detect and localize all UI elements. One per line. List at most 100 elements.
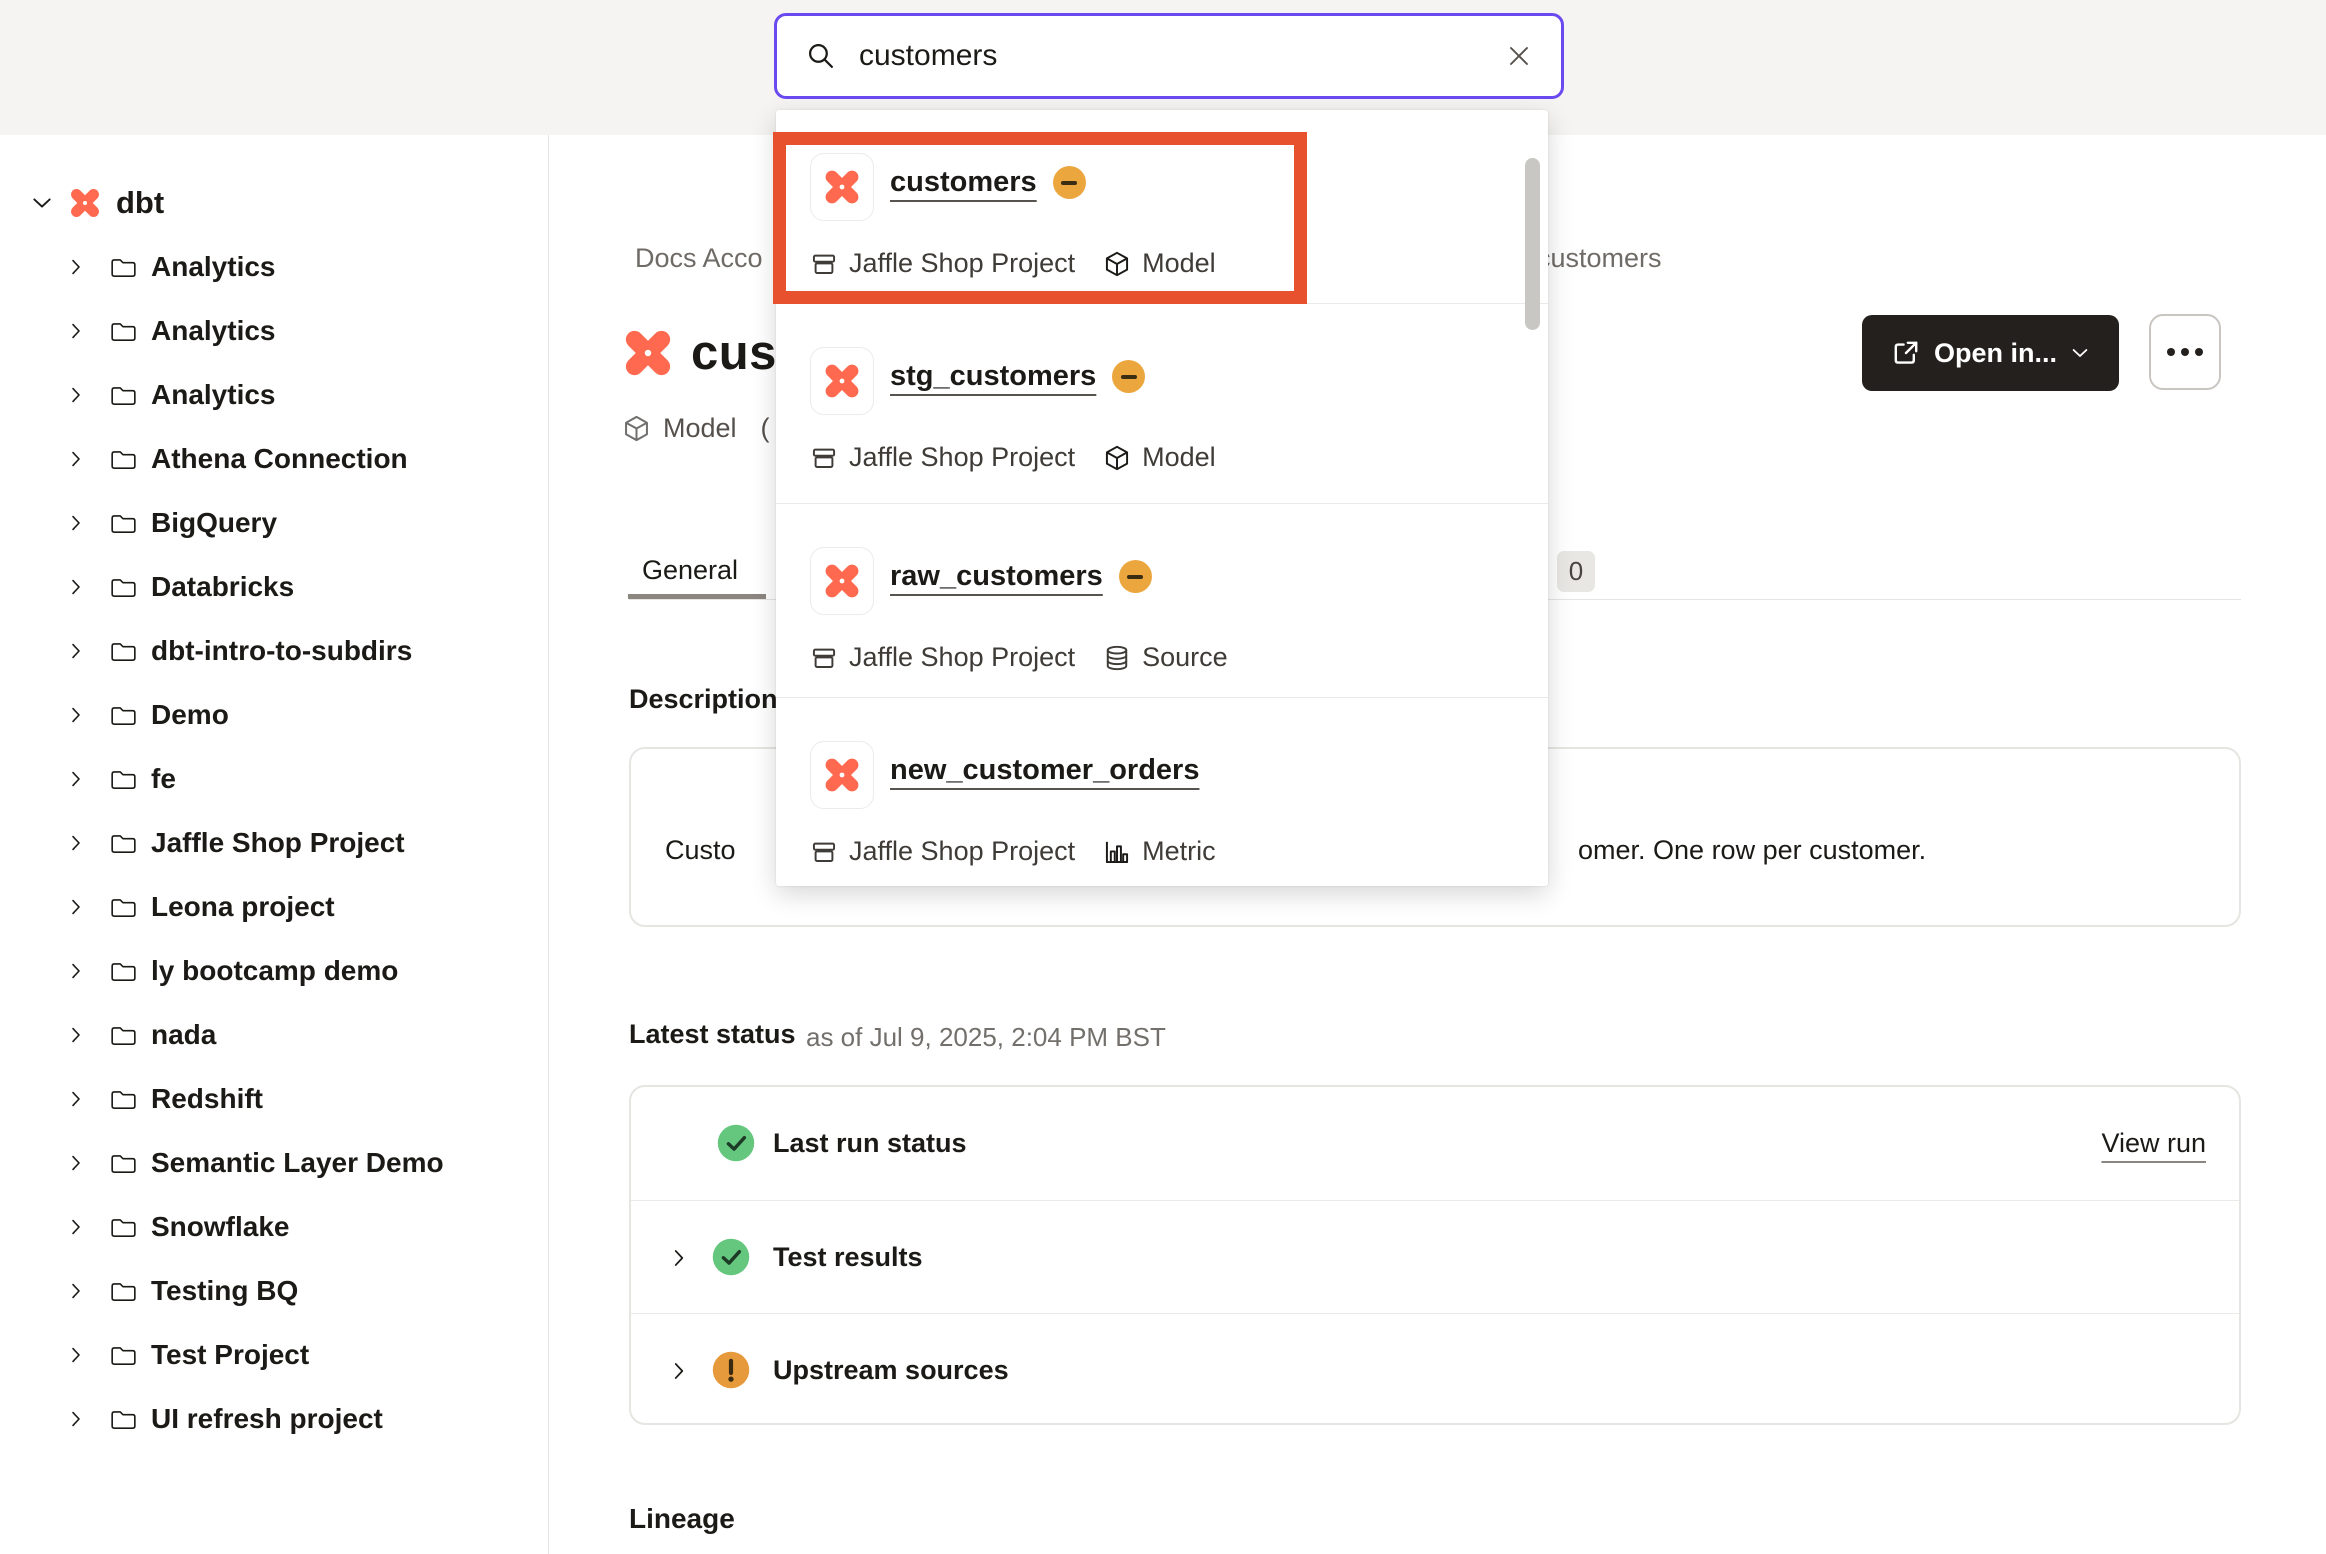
chevron-right-icon[interactable] xyxy=(66,577,90,597)
result-type-label: Metric xyxy=(1142,836,1216,866)
sidebar-item-athena-connection[interactable]: Athena Connection xyxy=(0,427,548,491)
breadcrumb-current: customers xyxy=(1537,243,1662,273)
chevron-right-icon[interactable] xyxy=(66,705,90,725)
upstream-sources-row[interactable]: Upstream sources xyxy=(631,1313,2239,1425)
chevron-down-icon[interactable] xyxy=(30,191,54,215)
sidebar-item-snowflake[interactable]: Snowflake xyxy=(0,1195,548,1259)
search-result-stg-customers[interactable]: stg_customers Jaffle Shop Project Model xyxy=(776,303,1548,503)
dropdown-scrollbar[interactable] xyxy=(1525,158,1540,330)
folder-icon xyxy=(110,1022,137,1049)
description-heading: Description xyxy=(629,684,778,714)
chevron-right-icon[interactable] xyxy=(66,513,90,533)
test-results-label: Test results xyxy=(773,1242,923,1272)
chevron-right-icon[interactable] xyxy=(66,449,90,469)
sidebar-item-ui-refresh-project[interactable]: UI refresh project xyxy=(0,1387,548,1451)
chevron-right-icon[interactable] xyxy=(66,641,90,661)
upstream-sources-label: Upstream sources xyxy=(773,1355,1009,1385)
close-icon[interactable] xyxy=(1503,40,1535,72)
test-results-row[interactable]: Test results xyxy=(631,1200,2239,1313)
chevron-right-icon[interactable] xyxy=(66,385,90,405)
chevron-right-icon[interactable] xyxy=(66,769,90,789)
result-name-link[interactable]: new_customer_orders xyxy=(890,754,1200,786)
project-icon xyxy=(810,644,838,672)
sidebar-item-nada[interactable]: nada xyxy=(0,1003,548,1067)
folder-icon xyxy=(110,510,137,537)
sidebar-item-test-project[interactable]: Test Project xyxy=(0,1323,548,1387)
dbt-model-icon xyxy=(810,741,874,809)
sidebar-item-ly-bootcamp-demo[interactable]: ly bootcamp demo xyxy=(0,939,548,1003)
chevron-right-icon[interactable] xyxy=(66,257,90,277)
folder-icon xyxy=(110,766,137,793)
result-type-label: Source xyxy=(1142,642,1228,672)
health-badge-icon xyxy=(1052,166,1086,199)
more-actions-button[interactable] xyxy=(2149,314,2221,390)
sidebar-item-analytics-3[interactable]: Analytics xyxy=(0,363,548,427)
sidebar-item-fe[interactable]: fe xyxy=(0,747,548,811)
sidebar-item-analytics-2[interactable]: Analytics xyxy=(0,299,548,363)
chevron-right-icon[interactable] xyxy=(66,961,90,981)
folder-icon xyxy=(110,446,137,473)
result-name-link[interactable]: stg_customers xyxy=(890,360,1097,392)
result-name-link[interactable]: raw_customers xyxy=(890,560,1103,592)
description-text: Custo xyxy=(665,835,736,865)
latest-status-card: Last run status View run Test results Up… xyxy=(629,1085,2241,1425)
dbt-logo-icon xyxy=(68,186,102,220)
sidebar-item-analytics-1[interactable]: Analytics xyxy=(0,235,548,299)
folder-icon xyxy=(110,702,137,729)
cube-icon xyxy=(622,414,651,443)
success-check-icon xyxy=(717,1124,755,1162)
search-result-customers[interactable]: customers Jaffle Shop Project Model xyxy=(776,110,1548,303)
sidebar-item-demo[interactable]: Demo xyxy=(0,683,548,747)
search-icon xyxy=(809,44,833,68)
sidebar-item-bigquery[interactable]: BigQuery xyxy=(0,491,548,555)
chevron-right-icon[interactable] xyxy=(66,833,90,853)
chevron-right-icon[interactable] xyxy=(668,1247,690,1269)
folder-icon xyxy=(110,254,137,281)
chevron-right-icon[interactable] xyxy=(66,1409,90,1429)
result-name-link[interactable]: customers xyxy=(890,166,1037,198)
resource-type-row: Model ( xyxy=(622,413,770,444)
folder-icon xyxy=(110,1150,137,1177)
folder-icon xyxy=(110,1342,137,1369)
success-check-icon xyxy=(712,1238,750,1276)
sidebar-item-databricks[interactable]: Databricks xyxy=(0,555,548,619)
page-title: cus xyxy=(691,326,777,380)
sidebar-item-testing-bq[interactable]: Testing BQ xyxy=(0,1259,548,1323)
lineage-heading: Lineage xyxy=(629,1503,735,1534)
sidebar-item-semantic-layer-demo[interactable]: Semantic Layer Demo xyxy=(0,1131,548,1195)
chevron-right-icon[interactable] xyxy=(66,1025,90,1045)
folder-icon xyxy=(110,382,137,409)
folder-icon xyxy=(110,1214,137,1241)
open-in-button[interactable]: Open in... xyxy=(1862,315,2119,391)
result-type-label: Model xyxy=(1142,442,1216,472)
chevron-right-icon[interactable] xyxy=(66,321,90,341)
status-timestamp: as of Jul 9, 2025, 2:04 PM BST xyxy=(806,1022,1166,1052)
sidebar-item-dbt-intro-to-subdirs[interactable]: dbt-intro-to-subdirs xyxy=(0,619,548,683)
folder-icon xyxy=(110,1278,137,1305)
chevron-right-icon[interactable] xyxy=(66,1089,90,1109)
sidebar-item-jaffle-shop-project[interactable]: Jaffle Shop Project xyxy=(0,811,548,875)
project-icon xyxy=(810,838,838,866)
health-badge-icon xyxy=(1112,360,1146,393)
view-run-link[interactable]: View run xyxy=(2101,1128,2206,1158)
folder-icon xyxy=(110,574,137,601)
search-result-new-customer-orders[interactable]: new_customer_orders Jaffle Shop Project … xyxy=(776,697,1548,883)
search-result-raw-customers[interactable]: raw_customers Jaffle Shop Project Source xyxy=(776,503,1548,697)
chevron-right-icon[interactable] xyxy=(66,1217,90,1237)
result-project-label: Jaffle Shop Project xyxy=(849,248,1076,278)
chevron-right-icon[interactable] xyxy=(66,1281,90,1301)
sidebar-item-dbt-root[interactable]: dbt xyxy=(0,175,548,231)
chevron-right-icon[interactable] xyxy=(66,897,90,917)
chevron-right-icon[interactable] xyxy=(668,1360,690,1382)
chevron-down-icon xyxy=(2072,349,2088,357)
project-tree-sidebar: dbt Analytics Analytics Analytics Athena… xyxy=(0,135,549,1554)
project-icon xyxy=(810,250,838,278)
warning-icon xyxy=(712,1351,750,1389)
page-title-row: cus xyxy=(621,325,777,381)
chevron-right-icon[interactable] xyxy=(66,1153,90,1173)
sidebar-item-leona-project[interactable]: Leona project xyxy=(0,875,548,939)
chevron-right-icon[interactable] xyxy=(66,1345,90,1365)
sidebar-item-redshift[interactable]: Redshift xyxy=(0,1067,548,1131)
tab-general[interactable]: General xyxy=(642,555,739,585)
search-input[interactable] xyxy=(859,39,1503,73)
